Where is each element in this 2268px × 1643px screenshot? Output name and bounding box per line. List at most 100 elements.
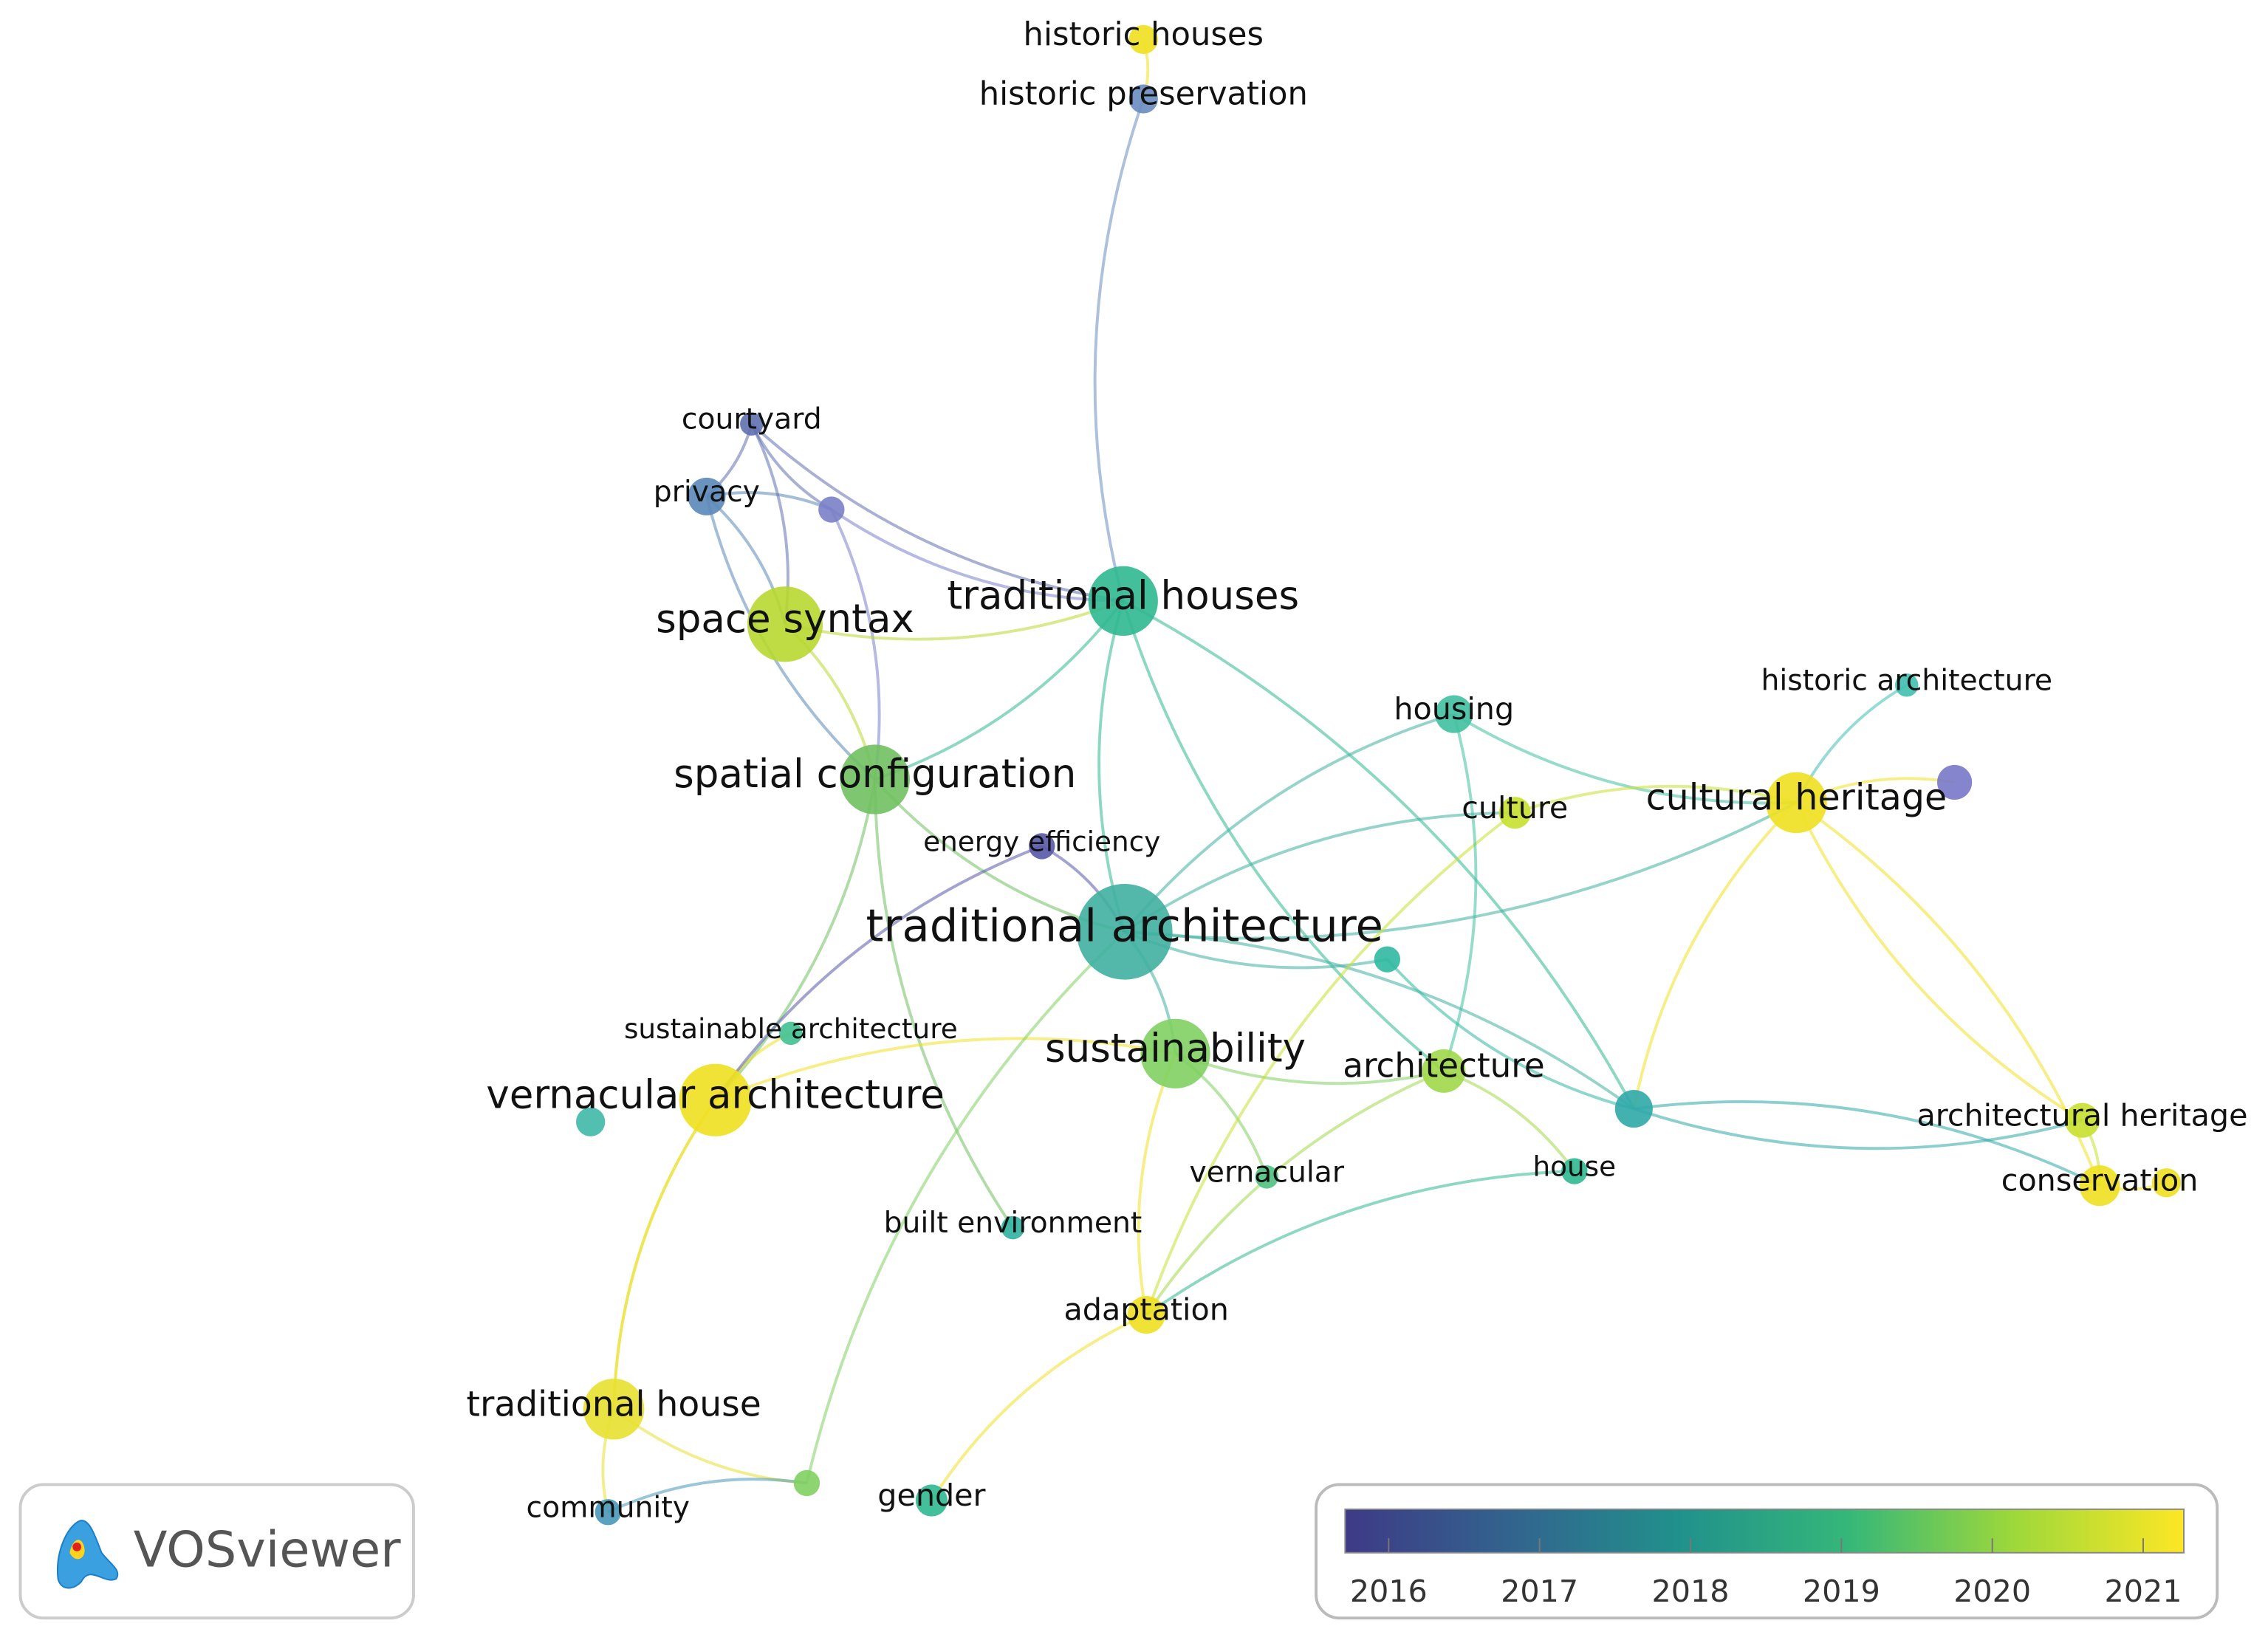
edge	[607, 1478, 807, 1514]
node	[779, 1021, 803, 1046]
node	[1076, 883, 1173, 980]
logo: VOSviewer	[18, 1483, 415, 1620]
edge	[1634, 1100, 2100, 1187]
legend-tick-label: 2018	[1652, 1574, 1730, 1609]
node-label: historic architecture	[1761, 664, 2052, 697]
edge	[1145, 812, 1516, 1316]
logo-box	[18, 1483, 415, 1620]
edge	[1093, 98, 1145, 602]
node	[793, 1469, 820, 1497]
node	[688, 477, 726, 515]
node-label: historic houses	[1024, 16, 1264, 53]
legend-tick-label: 2021	[2105, 1574, 2182, 1609]
edge	[1124, 930, 1635, 1111]
edge	[805, 930, 1126, 1483]
node-label: sustainable architecture	[624, 1012, 958, 1045]
node-label: traditional house	[467, 1384, 761, 1424]
node	[1422, 1049, 1466, 1093]
node-label: sustainability	[1045, 1026, 1306, 1071]
edge	[1122, 600, 1636, 1110]
edge	[873, 779, 1015, 1229]
color-legend: 2016 2017 2018 2019 2020 2021	[1315, 1483, 2219, 1620]
node-label: space syntax	[656, 596, 914, 642]
node-label: vernacular architecture	[486, 1071, 945, 1117]
node	[1766, 772, 1827, 834]
logo-text: VOSviewer	[134, 1520, 401, 1578]
node	[583, 1378, 645, 1440]
node-label: architecture	[1343, 1046, 1544, 1085]
node	[1435, 695, 1473, 733]
node	[2079, 1165, 2120, 1207]
edge	[1514, 784, 1797, 814]
edge	[714, 845, 1043, 1101]
node	[1937, 764, 1973, 800]
node	[679, 1063, 752, 1136]
node	[818, 496, 845, 523]
edge	[1385, 958, 1634, 1111]
node	[1140, 1018, 1210, 1089]
node	[595, 1499, 621, 1526]
node	[747, 586, 823, 662]
node-label: architectural heritage	[1917, 1097, 2248, 1133]
edge	[1145, 1170, 1575, 1317]
node-label: historic preservation	[979, 76, 1308, 113]
node	[1374, 946, 1401, 973]
node	[740, 412, 764, 436]
node-label: gender	[877, 1478, 985, 1513]
node-label: housing	[1394, 691, 1514, 727]
edge	[830, 509, 881, 780]
node	[1127, 1295, 1165, 1334]
node-label: cultural heritage	[1646, 776, 1947, 819]
logo-icon	[57, 1520, 119, 1589]
legend-ticks: 2016 2017 2018 2019 2020 2021	[1350, 1538, 2182, 1609]
node	[1614, 1089, 1653, 1128]
node	[2064, 1102, 2100, 1138]
edge	[1123, 811, 1515, 933]
node	[1001, 1215, 1025, 1240]
edge	[612, 1099, 717, 1410]
edge	[1633, 1107, 2083, 1150]
edge	[1137, 1053, 1177, 1315]
edge	[830, 508, 1123, 603]
edge	[1123, 713, 1455, 933]
edge	[1442, 713, 1478, 1072]
node	[1255, 1165, 1278, 1189]
node-label: vernacular	[1190, 1156, 1345, 1189]
node-label: community	[526, 1491, 690, 1524]
node-label: privacy	[654, 476, 760, 509]
edge	[1632, 801, 1798, 1109]
node-label: built environment	[884, 1207, 1142, 1240]
node	[1029, 833, 1055, 860]
edge	[930, 1313, 1148, 1502]
edge	[1453, 713, 1797, 805]
edge	[714, 1037, 1176, 1102]
node-label: energy efficiency	[923, 825, 1160, 857]
logo-icon	[72, 1543, 82, 1551]
color-bar	[1344, 1508, 2185, 1554]
edge	[1124, 801, 1798, 940]
nodes	[576, 24, 2182, 1526]
node	[1895, 673, 1919, 697]
legend-tick-label: 2016	[1350, 1574, 1428, 1609]
node	[1088, 566, 1158, 637]
legend-tick-label: 2017	[1501, 1574, 1578, 1609]
legend-tick-label: 2019	[1803, 1574, 1880, 1609]
edge	[714, 779, 877, 1102]
node	[1498, 797, 1531, 829]
edge	[784, 600, 1124, 641]
node	[1128, 24, 1158, 55]
node-label: traditional architecture	[866, 899, 1383, 952]
edge	[1145, 1069, 1445, 1316]
node-label: courtyard	[682, 403, 822, 436]
node	[1561, 1158, 1588, 1184]
node	[2151, 1168, 2182, 1198]
node-label: conservation	[2001, 1163, 2199, 1198]
edge	[874, 600, 1125, 781]
node-label: culture	[1462, 790, 1568, 826]
node-label: spatial configuration	[674, 751, 1076, 797]
node	[576, 1107, 606, 1136]
edge	[1121, 600, 1445, 1072]
node	[1128, 84, 1158, 114]
edge	[612, 1099, 717, 1410]
